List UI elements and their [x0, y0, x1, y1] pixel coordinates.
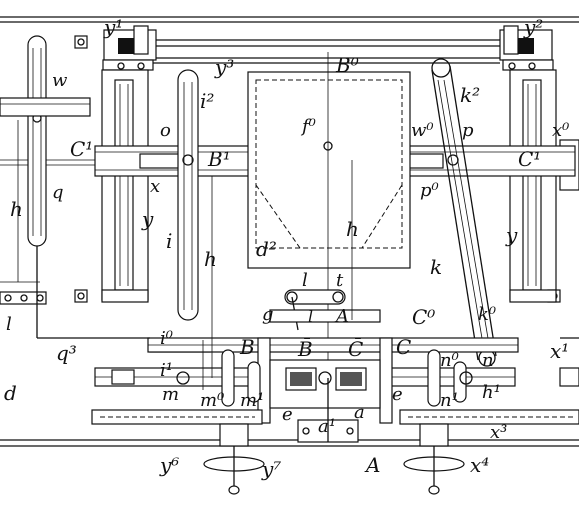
left-top-bracket	[102, 25, 157, 71]
label-e-left: e	[282, 404, 293, 425]
label-h-mid: h	[204, 247, 217, 271]
label-o: o	[160, 120, 171, 141]
center-plate	[247, 52, 411, 420]
label-h-center: h	[346, 217, 359, 241]
label-x-d2: d²	[256, 237, 277, 261]
label-A-lower: A	[364, 453, 380, 477]
label-i1: i¹	[160, 360, 173, 381]
label-i0: i⁰	[160, 328, 173, 349]
label-i: i	[166, 229, 172, 253]
label-g: g	[262, 304, 274, 325]
frame-rails	[0, 16, 579, 447]
label-y2: y²	[523, 15, 543, 39]
label-A-upper: A	[334, 306, 349, 327]
label-q3: q³	[56, 341, 77, 365]
bottom-clamps	[203, 423, 465, 495]
label-t: t	[336, 270, 344, 291]
right-rack-column	[509, 69, 579, 303]
label-B0: B⁰	[335, 53, 359, 77]
label-m1: m¹	[240, 390, 264, 411]
label-f0: f⁰	[300, 116, 316, 137]
label-y1: y¹	[103, 15, 123, 39]
left-rack-column	[74, 35, 149, 303]
label-B1: B¹	[207, 147, 231, 171]
label-y3: y³	[214, 55, 234, 79]
label-x1: x¹	[550, 339, 569, 363]
label-C0: C⁰	[412, 305, 435, 329]
left-slotted-lever	[0, 35, 91, 247]
label-a: a	[354, 402, 365, 423]
label-a1: a¹	[318, 416, 336, 437]
label-x4: x⁴	[470, 453, 489, 477]
label-l-small: l	[308, 307, 313, 326]
label-x3: x³	[490, 422, 507, 443]
label-h-left: h	[10, 197, 23, 221]
right-inclined-lever	[431, 58, 497, 367]
dimension-lines	[202, 160, 353, 390]
label-B-bar: B̄	[297, 336, 313, 361]
label-w0: w⁰	[411, 120, 434, 141]
right-lower-parts	[559, 337, 579, 387]
label-k0: k⁰	[478, 304, 496, 325]
label-k2: k²	[460, 83, 480, 107]
label-C-bar: C̄	[348, 336, 363, 361]
label-w: w	[52, 70, 68, 91]
label-C1-right: C¹	[518, 147, 541, 171]
label-m0: m⁰	[200, 390, 224, 411]
label-x: x	[150, 176, 160, 197]
label-y6: y⁶	[159, 453, 179, 477]
label-C1-left: C¹	[70, 137, 93, 161]
label-x0: x⁰	[552, 120, 569, 141]
label-n1: n¹	[440, 390, 459, 411]
part-labels: y¹ y² y³ B⁰ w i² k² o f⁰ w⁰ p x⁰ C¹ B¹ C…	[4, 15, 569, 481]
label-l-axis: l	[6, 314, 12, 335]
label-n: n	[482, 350, 494, 371]
right-top-bracket	[499, 25, 554, 71]
label-y7: y⁷	[261, 457, 281, 481]
label-C: C	[396, 335, 411, 359]
label-h1: h¹	[482, 382, 501, 403]
chain-bars	[91, 409, 579, 425]
small-levers	[111, 349, 473, 407]
top-guide-rod	[120, 39, 525, 64]
linkage-top	[269, 289, 381, 331]
label-m: m	[162, 384, 179, 405]
label-e-right: e	[392, 384, 403, 405]
label-l-top: l	[302, 270, 308, 291]
label-p0: p⁰	[420, 180, 439, 201]
label-d: d	[4, 381, 17, 405]
label-p: p	[462, 120, 474, 141]
label-n0: n⁰	[440, 350, 459, 371]
label-y-right: y	[505, 223, 518, 247]
label-B: B	[239, 335, 255, 359]
label-y-left: y	[141, 207, 154, 231]
label-k: k	[430, 255, 442, 279]
left-lower-parts	[0, 120, 150, 339]
label-q: q	[52, 182, 64, 203]
label-i2: i²	[200, 89, 214, 113]
central-gearbox	[269, 359, 381, 443]
